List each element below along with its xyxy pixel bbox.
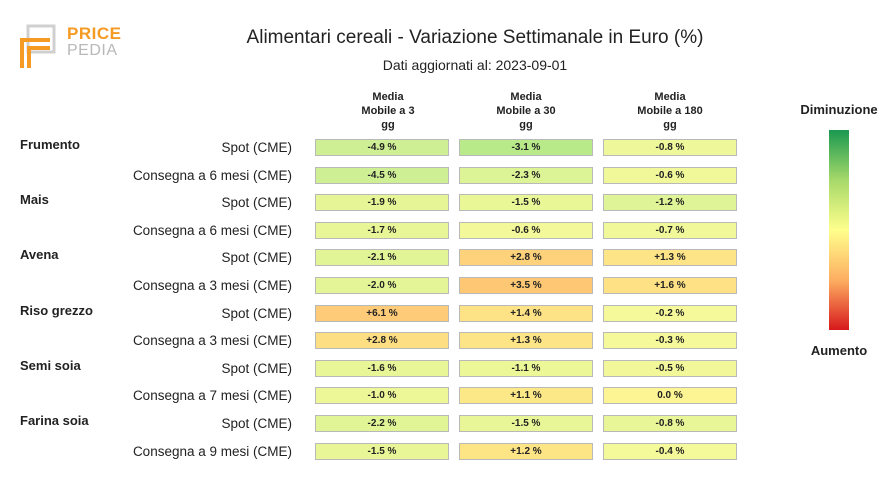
row-label: Consegna a 9 mesi (CME) [132, 443, 292, 459]
column-header-line: Media [372, 91, 404, 103]
heatmap-cell: -1.5 % [459, 194, 593, 212]
chart-title: Alimentari cereali - Variazione Settiman… [246, 27, 704, 48]
heatmap-cell: -1.5 % [315, 442, 449, 460]
column-header-line: Mobile a 3 [361, 105, 415, 117]
legend-label-increase: Aumento [810, 343, 868, 358]
heatmap-cell: -1.2 % [603, 194, 737, 212]
heatmap-cell: -0.6 % [603, 166, 737, 184]
row-label: Spot (CME) [221, 305, 292, 321]
product-label: Semi soia [20, 357, 81, 373]
heatmap-cell: +1.6 % [603, 277, 737, 294]
heatmap-cell: +1.4 % [459, 304, 593, 322]
heatmap-cell: +1.1 % [459, 387, 593, 405]
heatmap-cell: -1.0 % [315, 387, 449, 405]
row-label: Consegna a 6 mesi (CME) [132, 167, 292, 183]
heatmap-cell: -2.3 % [459, 166, 593, 184]
logo-mark-icon [20, 24, 56, 68]
row-label: Spot (CME) [221, 360, 292, 376]
heatmap-cell: -2.1 % [315, 249, 449, 267]
heatmap-cell: -3.1 % [459, 139, 593, 156]
heatmap-cell: -0.6 % [459, 221, 593, 239]
column-header-line: gg [519, 119, 533, 131]
column-header: Media Mobile a 180 gg [600, 90, 740, 132]
column-header-line: Media [654, 91, 686, 103]
product-label: Farina soia [20, 413, 89, 428]
column-header-line: Media [510, 91, 542, 103]
logo-text-top: PRICE [67, 24, 122, 43]
row-label: Consegna a 7 mesi (CME) [132, 388, 292, 404]
heatmap-cell: -4.5 % [315, 166, 449, 184]
row-label: Consegna a 3 mesi (CME) [132, 333, 292, 349]
chart-subtitle: Dati aggiornati al: 2023-09-01 [382, 57, 568, 73]
product-label: Avena [20, 247, 59, 263]
heatmap-cell: -0.5 % [603, 359, 737, 377]
heatmap-cell: -0.3 % [603, 332, 737, 350]
heatmap-cell: -0.7 % [603, 221, 737, 239]
legend-color-scale [829, 130, 849, 330]
heatmap-cell: -4.9 % [315, 139, 449, 156]
heatmap-cell: +2.8 % [315, 332, 449, 350]
heatmap-cell: -0.8 % [603, 139, 737, 156]
heatmap-cell: 0.0 % [603, 387, 737, 405]
heatmap-cell: +1.2 % [459, 442, 593, 460]
heatmap-cell: -1.5 % [459, 415, 593, 432]
product-label: Frumento [20, 137, 80, 152]
legend-label-decrease: Diminuzione [800, 102, 878, 117]
heatmap-cell: -1.9 % [315, 194, 449, 212]
product-label: Mais [20, 192, 49, 208]
row-label: Spot (CME) [221, 250, 292, 266]
row-label: Consegna a 6 mesi (CME) [132, 222, 292, 238]
logo-text-bottom: PEDIA [67, 42, 118, 59]
heatmap-cell: -2.0 % [315, 277, 449, 294]
heatmap-cell: +6.1 % [315, 304, 449, 322]
heatmap-cell: -1.1 % [459, 359, 593, 377]
heatmap-cell: +2.8 % [459, 249, 593, 267]
column-header-line: gg [381, 119, 395, 131]
column-header: Media Mobile a 3 gg [318, 90, 458, 132]
heatmap-cell: -0.2 % [603, 304, 737, 322]
heatmap-cell: -2.2 % [315, 415, 449, 432]
column-header: Media Mobile a 30 gg [456, 90, 596, 132]
row-label: Spot (CME) [221, 416, 292, 431]
heatmap-cell: -0.4 % [603, 442, 737, 460]
heatmap-cell: +3.5 % [459, 277, 593, 294]
row-label: Spot (CME) [221, 140, 292, 155]
row-label: Spot (CME) [221, 195, 292, 211]
heatmap-cell: -0.8 % [603, 415, 737, 432]
column-header-line: Mobile a 30 [496, 105, 556, 117]
row-label: Consegna a 3 mesi (CME) [132, 278, 292, 293]
heatmap-cell: -1.6 % [315, 359, 449, 377]
product-label: Riso grezzo [20, 302, 93, 318]
column-header-line: Mobile a 180 [637, 105, 703, 117]
heatmap-cell: -1.7 % [315, 221, 449, 239]
heatmap-cell: +1.3 % [603, 249, 737, 267]
heatmap-cell: +1.3 % [459, 332, 593, 350]
pricepedia-logo: PRICE PEDIA [20, 24, 130, 74]
column-header-line: gg [663, 119, 677, 131]
